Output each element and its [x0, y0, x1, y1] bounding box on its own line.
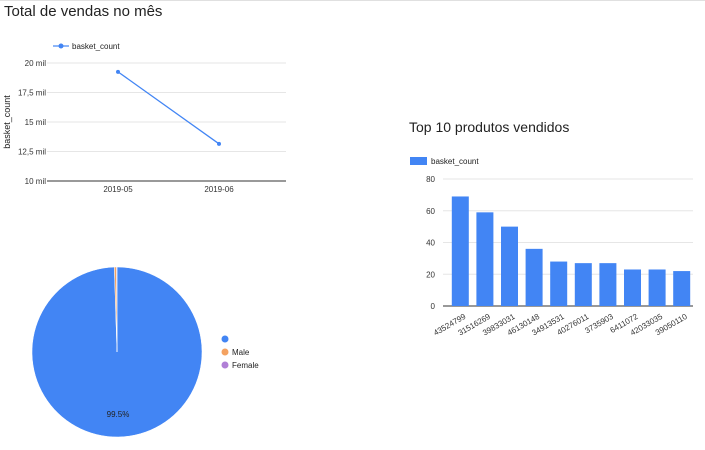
bar-y-tick-label: 60: [426, 207, 435, 216]
line-x-tick-label: 2019-06: [204, 185, 234, 194]
line-y-tick-label: 17,5 mil: [18, 89, 46, 98]
bar: [525, 248, 543, 306]
bar: [550, 261, 568, 306]
pie-data-label: 99.5%: [107, 410, 130, 419]
bar-y-tick-label: 80: [426, 175, 435, 184]
pie-legend: Male Female: [221, 335, 259, 370]
bar: [451, 196, 469, 306]
bar: [574, 263, 592, 306]
line-y-tick-label: 10 mil: [25, 177, 47, 186]
pie-legend-marker: [221, 348, 229, 356]
line-y-tick-label: 12,5 mil: [18, 148, 46, 157]
bar-chart-title: Top 10 produtos vendidos: [409, 119, 570, 135]
legend-bar-swatch: [410, 157, 427, 165]
bar: [648, 269, 666, 306]
top-divider: [0, 0, 705, 1]
bar-chart-bars: [451, 196, 691, 306]
bar-legend-label: basket_count: [431, 157, 479, 166]
line-legend-label: basket_count: [72, 42, 120, 51]
line-series-path: [117, 71, 220, 145]
bar-y-tick-label: 40: [426, 239, 435, 248]
line-chart-legend: basket_count: [53, 42, 120, 51]
line-y-tick-label: 15 mil: [25, 118, 47, 127]
bar-y-tick-label: 0: [431, 302, 436, 311]
pie-legend-label: Male: [232, 348, 250, 357]
bar: [624, 269, 641, 306]
bar-y-tick-label: 20: [426, 270, 435, 279]
line-chart-series: [116, 69, 221, 146]
bar: [501, 226, 518, 306]
pie-slices: [31, 266, 203, 438]
line-chart-x-ticks: 2019-05 2019-06: [103, 185, 234, 194]
pie-legend-marker: [221, 361, 229, 369]
bar: [476, 212, 494, 306]
pie-legend-label: Female: [232, 361, 259, 370]
line-x-tick-label: 2019-05: [103, 185, 133, 194]
line-chart-title: Total de vendas no mês: [4, 3, 163, 20]
pie-legend-marker: [221, 335, 229, 343]
pie-slice: [116, 266, 118, 353]
line-chart-y-axis-label: basket_count: [2, 95, 12, 149]
line-chart-grid: [47, 62, 286, 152]
line-data-point: [116, 69, 120, 74]
legend-marker-icon: [58, 43, 64, 49]
bar: [599, 263, 617, 306]
bar-chart-legend: basket_count: [410, 157, 479, 166]
line-data-point: [217, 141, 221, 146]
bar-chart-y-ticks: 0 20 40 60 80: [426, 175, 435, 311]
bar: [673, 271, 691, 306]
line-y-tick-label: 20 mil: [25, 59, 47, 68]
line-chart-y-ticks: 10 mil 12,5 mil 15 mil 17,5 mil 20 mil: [18, 59, 46, 186]
